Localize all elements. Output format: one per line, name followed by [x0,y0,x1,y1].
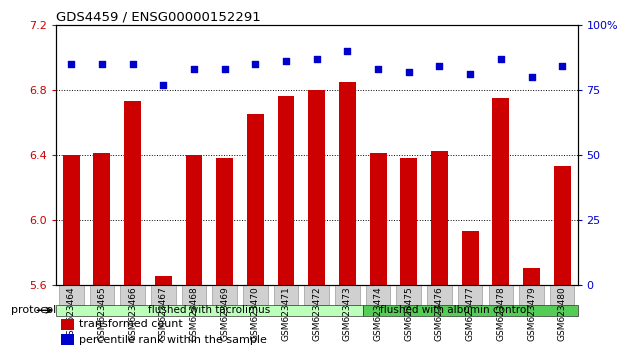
FancyBboxPatch shape [120,285,145,305]
Text: GSM623473: GSM623473 [343,286,352,341]
Bar [186,155,202,285]
Bar [56,305,363,316]
FancyBboxPatch shape [59,285,83,305]
Text: GSM623466: GSM623466 [128,286,137,341]
Point [527,74,537,80]
Text: GSM623476: GSM623476 [435,286,444,341]
Text: GSM623480: GSM623480 [558,286,567,341]
FancyBboxPatch shape [550,285,574,305]
Point [189,66,199,72]
Bar [431,152,448,285]
Bar [369,153,386,285]
Text: GSM623470: GSM623470 [251,286,260,341]
Point [342,48,352,53]
Text: protocol: protocol [11,305,56,315]
Text: GSM623471: GSM623471 [281,286,291,341]
Point [66,61,76,67]
Text: GSM623469: GSM623469 [220,286,229,341]
Text: GSM623478: GSM623478 [496,286,505,341]
FancyBboxPatch shape [489,285,513,305]
Bar [363,305,578,316]
Point [158,82,168,87]
Point [128,61,138,67]
Point [250,61,260,67]
Bar [523,268,540,285]
Bar [278,96,294,285]
Point [404,69,414,74]
Point [97,61,107,67]
FancyBboxPatch shape [243,285,268,305]
Bar [339,82,356,285]
Text: transformed count: transformed count [79,319,183,329]
Bar [401,158,417,285]
Text: GDS4459 / ENSG00000152291: GDS4459 / ENSG00000152291 [56,11,261,24]
Text: GSM623472: GSM623472 [312,286,321,341]
Text: GSM623465: GSM623465 [97,286,106,341]
FancyBboxPatch shape [396,285,421,305]
FancyBboxPatch shape [182,285,206,305]
FancyBboxPatch shape [212,285,237,305]
Bar [216,158,233,285]
FancyBboxPatch shape [304,285,329,305]
Text: flushed with tacrolimus: flushed with tacrolimus [148,305,270,315]
Bar [308,90,325,285]
Text: percentile rank within the sample: percentile rank within the sample [79,335,267,345]
Bar [155,276,172,285]
Text: GSM623467: GSM623467 [159,286,168,341]
Point [312,56,322,61]
FancyBboxPatch shape [458,285,483,305]
Bar [247,114,264,285]
Point [465,71,475,77]
Bar [461,231,479,285]
Bar [61,335,74,346]
Bar [554,166,571,285]
FancyBboxPatch shape [519,285,544,305]
FancyBboxPatch shape [274,285,298,305]
Point [373,66,383,72]
Point [281,58,291,64]
Text: GSM623475: GSM623475 [404,286,413,341]
Bar [492,98,509,285]
Text: GSM623464: GSM623464 [66,286,76,341]
Text: GSM623474: GSM623474 [374,286,383,341]
Text: GSM623477: GSM623477 [466,286,474,341]
FancyBboxPatch shape [366,285,391,305]
Point [435,63,445,69]
Bar [124,101,141,285]
Point [557,63,567,69]
Bar [63,155,79,285]
Text: flushed with albumin control: flushed with albumin control [380,305,530,315]
Point [496,56,505,61]
Point [220,66,230,72]
Text: GSM623479: GSM623479 [527,286,536,341]
FancyBboxPatch shape [335,285,360,305]
Text: GSM623468: GSM623468 [189,286,199,341]
Bar [61,319,74,330]
Bar [94,153,111,285]
FancyBboxPatch shape [151,285,176,305]
FancyBboxPatch shape [89,285,114,305]
FancyBboxPatch shape [427,285,451,305]
